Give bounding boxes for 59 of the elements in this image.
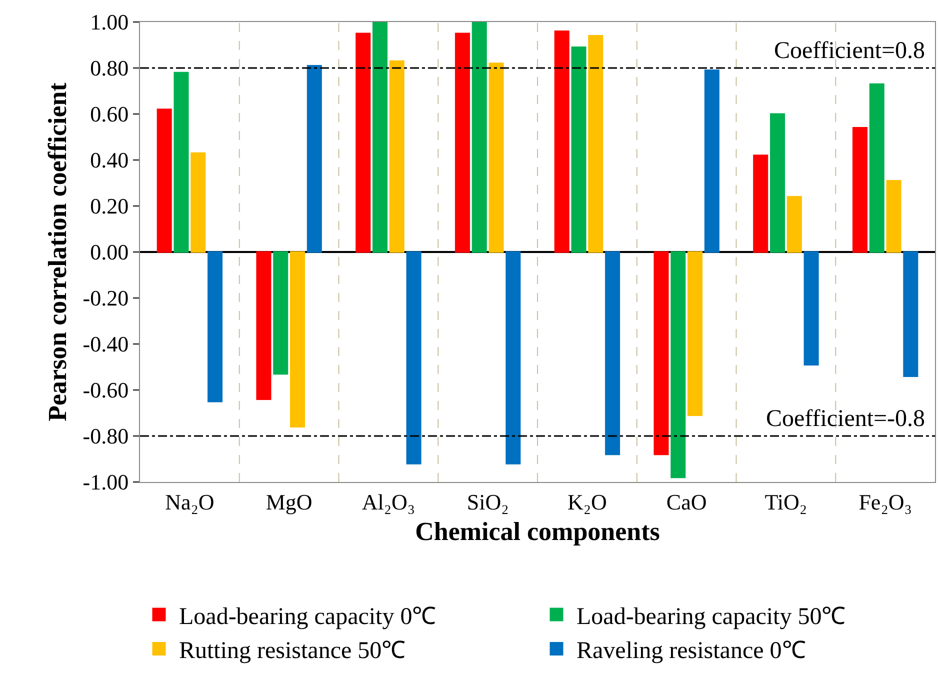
bar: [488, 62, 504, 253]
bar: [506, 251, 521, 464]
bar: [903, 251, 918, 377]
bar: [852, 127, 868, 253]
bar: [869, 83, 884, 253]
x-tick-label: TiO₂: [764, 489, 808, 514]
bar: [208, 251, 223, 402]
y-tick-label: 1.00: [90, 10, 129, 35]
x-tick-label: Fe₂O₃: [858, 489, 912, 514]
bar: [273, 251, 288, 375]
bar: [290, 251, 306, 428]
bar: [605, 251, 620, 456]
x-tick-label: MgO: [266, 489, 312, 514]
bar: [356, 32, 371, 253]
bar: [753, 154, 768, 253]
y-axis-title: Pearson correlation coefficient: [43, 82, 72, 422]
y-tick-label: 0.80: [90, 56, 129, 81]
bar: [588, 35, 604, 253]
bar: [156, 108, 172, 253]
bar: [389, 60, 404, 253]
bar: [571, 46, 586, 253]
y-tick-label: 0.00: [90, 240, 129, 265]
legend-label: Load-bearing capacity 0℃: [179, 604, 436, 630]
y-tick-label: -0.40: [82, 332, 129, 357]
y-tick-label: -0.20: [82, 286, 129, 311]
bar: [886, 180, 902, 253]
bar: [654, 251, 669, 456]
legend-label: Load-bearing capacity 50℃: [576, 604, 846, 630]
bar: [770, 113, 785, 253]
x-tick-label: Na₂O: [165, 489, 214, 514]
legend-label: Raveling resistance 0℃: [576, 638, 806, 664]
bar: [688, 251, 703, 416]
bar: [306, 64, 322, 253]
bar: [786, 196, 802, 253]
bar: [256, 251, 272, 400]
y-tick-label: 0.20: [90, 194, 129, 219]
bar: [804, 251, 819, 366]
bar: [372, 22, 388, 253]
x-tick-label: K₂O: [567, 489, 607, 514]
bar: [554, 30, 570, 253]
bar: [670, 251, 686, 478]
ref-line-label: Coefficient=-0.8: [766, 406, 926, 432]
legend-label: Rutting resistance 50℃: [179, 638, 406, 664]
bar: [190, 152, 206, 253]
x-tick-label: SiO₂: [466, 489, 509, 514]
y-tick-label: 0.60: [90, 102, 129, 127]
bar: [406, 251, 422, 464]
y-tick-label: -0.80: [82, 424, 129, 449]
y-tick-label: 0.40: [90, 148, 129, 173]
x-axis-title: Chemical components: [415, 517, 660, 546]
x-tick-label: CaO: [666, 489, 707, 514]
ref-line-label: Coefficient=0.8: [774, 38, 926, 64]
bar: [174, 72, 189, 253]
y-tick-label: -1.00: [82, 470, 129, 495]
x-tick-label: Al₂O₃: [362, 489, 416, 514]
bar: [454, 32, 470, 253]
bar: [472, 22, 487, 253]
bar: [704, 70, 720, 253]
y-tick-label: -0.60: [82, 378, 129, 403]
